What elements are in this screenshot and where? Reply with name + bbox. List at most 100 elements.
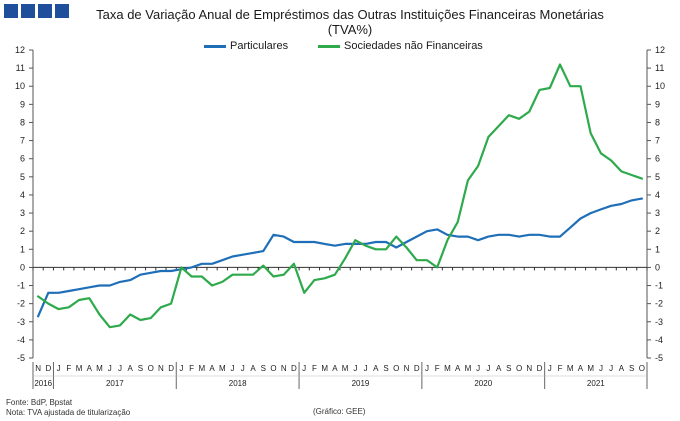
y-tick-label-left: 2 (20, 226, 25, 236)
x-tick-label: S (506, 364, 511, 373)
x-tick-label: A (87, 364, 93, 373)
x-tick-label: J (302, 364, 306, 373)
y-tick-label-left: -3 (17, 317, 25, 327)
legend-label-particulares: Particulares (230, 40, 289, 52)
x-tick-label: N (281, 364, 287, 373)
x-tick-label: S (138, 364, 143, 373)
y-tick-label-right: 0 (655, 262, 660, 272)
x-tick-label: F (189, 364, 194, 373)
x-tick-label: A (496, 364, 502, 373)
x-tick-label: N (404, 364, 410, 373)
y-tick-label-left: 0 (20, 262, 25, 272)
chart-title: Taxa de Variação Anual de Empréstimos da… (40, 7, 660, 37)
x-tick-label: D (537, 364, 543, 373)
x-tick-label: M (567, 364, 574, 373)
x-tick-label: D (168, 364, 174, 373)
x-tick-label: J (108, 364, 112, 373)
year-label: 2018 (229, 379, 247, 388)
x-tick-label: M (321, 364, 328, 373)
legend-swatch-particulares (204, 44, 226, 48)
year-label: 2019 (352, 379, 370, 388)
chart-title-line2: (TVA%) (327, 22, 373, 37)
x-tick-label: J (231, 364, 235, 373)
x-tick-label: S (629, 364, 634, 373)
y-tick-label-left: 7 (20, 136, 25, 146)
x-tick-label: S (383, 364, 388, 373)
x-tick-label: J (599, 364, 603, 373)
x-tick-label: M (96, 364, 103, 373)
x-tick-label: M (587, 364, 594, 373)
y-tick-label-right: 9 (655, 99, 660, 109)
x-tick-label: O (270, 364, 276, 373)
year-label: 2021 (587, 379, 605, 388)
footer-notes: Fonte: BdP, Bpstat Nota: TVA ajustada de… (6, 398, 130, 418)
y-tick-label-right: 5 (655, 172, 660, 182)
chart-title-line1: Taxa de Variação Anual de Empréstimos da… (96, 7, 604, 22)
y-tick-label-left: 9 (20, 99, 25, 109)
x-tick-label: A (250, 364, 256, 373)
x-tick-label: F (312, 364, 317, 373)
x-tick-label: M (199, 364, 206, 373)
x-tick-label: F (66, 364, 71, 373)
x-tick-label: J (353, 364, 357, 373)
x-tick-label: F (435, 364, 440, 373)
legend-label-sociedades: Sociedades não Financeiras (344, 40, 483, 52)
methodology-note: Nota: TVA ajustada de titularização (6, 408, 131, 417)
logo-block (21, 4, 35, 18)
year-label: 2017 (106, 379, 124, 388)
x-tick-label: M (465, 364, 472, 373)
y-tick-label-left: 11 (16, 63, 25, 73)
x-tick-label: M (342, 364, 349, 373)
y-tick-label-left: 6 (20, 154, 25, 164)
x-tick-label: J (241, 364, 245, 373)
x-tick-label: D (45, 364, 51, 373)
y-tick-label-right: -5 (655, 353, 663, 363)
y-tick-label-right: 10 (655, 81, 665, 91)
source-note: Fonte: BdP, Bpstat (6, 398, 73, 407)
x-tick-label: N (526, 364, 532, 373)
y-tick-label-right: 3 (655, 208, 660, 218)
y-tick-label-left: 4 (20, 190, 25, 200)
y-tick-label-right: 7 (655, 136, 660, 146)
x-tick-label: N (35, 364, 41, 373)
x-tick-label: A (209, 364, 215, 373)
legend-item-particulares: Particulares (204, 40, 288, 52)
y-tick-label-right: 4 (655, 190, 660, 200)
x-tick-label: F (558, 364, 563, 373)
chart-legend: Particulares Sociedades não Financeiras (0, 40, 680, 56)
x-tick-label: O (393, 364, 399, 373)
legend-swatch-sociedades (318, 44, 340, 48)
y-tick-label-right: -3 (655, 317, 663, 327)
legend-item-sociedades: Sociedades não Financeiras (318, 40, 483, 52)
x-tick-label: M (444, 364, 451, 373)
y-tick-label-left: 8 (20, 117, 25, 127)
x-tick-label: D (291, 364, 297, 373)
y-tick-label-left: -2 (17, 299, 25, 309)
y-tick-label-left: 10 (15, 81, 25, 91)
y-tick-label-right: -4 (655, 335, 663, 345)
x-tick-label: A (619, 364, 625, 373)
x-tick-label: J (476, 364, 480, 373)
y-tick-label-right: -2 (655, 299, 663, 309)
y-tick-label-right: 12 (655, 45, 665, 55)
y-tick-label-right: 1 (655, 244, 660, 254)
logo-block (4, 4, 18, 18)
y-tick-label-left: -4 (17, 335, 25, 345)
series-line-sociedades (36, 63, 644, 329)
y-tick-label-left: 1 (20, 244, 25, 254)
x-tick-label: A (332, 364, 338, 373)
y-tick-label-right: 8 (655, 117, 660, 127)
x-tick-label: J (118, 364, 122, 373)
x-tick-label: D (414, 364, 420, 373)
x-tick-label: A (578, 364, 584, 373)
x-tick-label: S (261, 364, 266, 373)
y-tick-label-right: 11 (655, 63, 664, 73)
brand-logo (4, 4, 69, 18)
x-tick-label: J (548, 364, 552, 373)
y-tick-label-right: -1 (655, 281, 663, 291)
y-tick-label-left: 12 (15, 45, 25, 55)
y-tick-label-left: 5 (20, 172, 25, 182)
logo-block (55, 4, 69, 18)
x-tick-label: O (148, 364, 154, 373)
